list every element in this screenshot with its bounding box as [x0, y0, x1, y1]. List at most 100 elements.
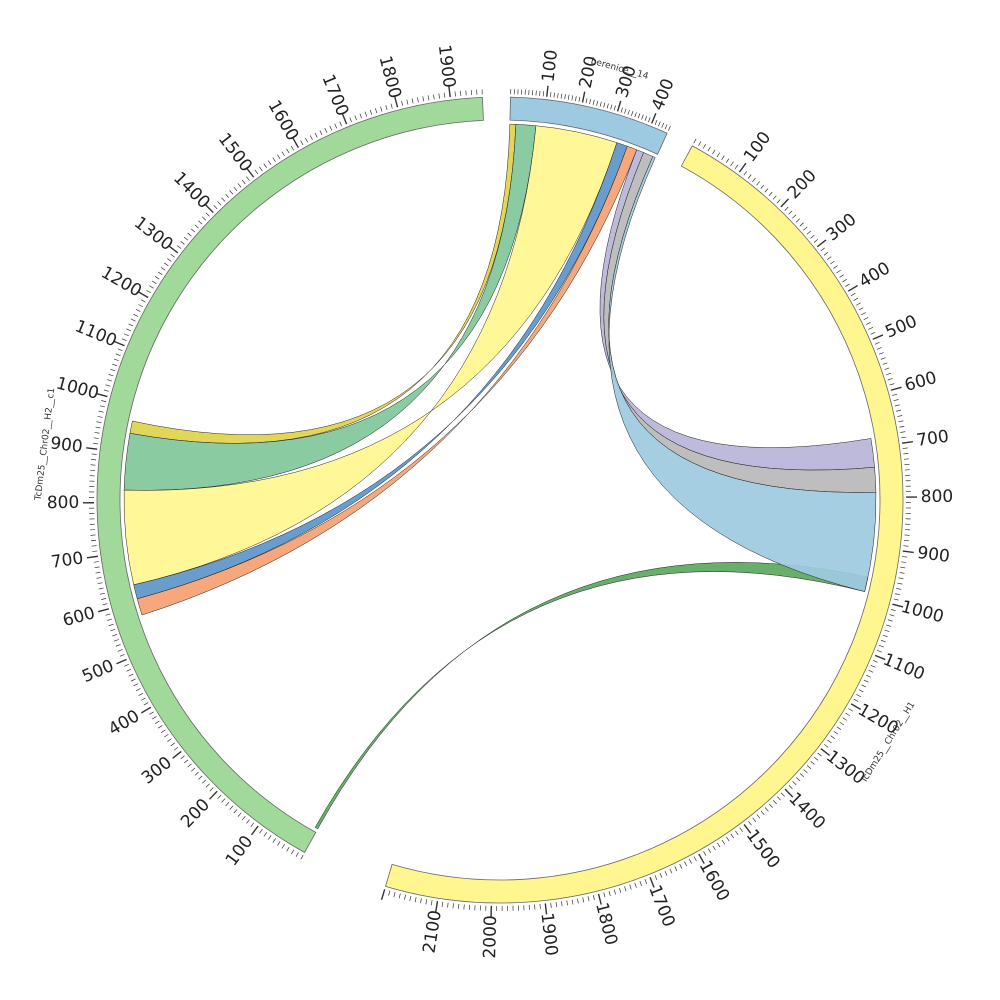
major-tick — [616, 100, 622, 112]
minor-tick — [858, 307, 864, 311]
minor-tick — [161, 729, 166, 733]
minor-tick — [422, 96, 425, 102]
minor-tick — [101, 598, 107, 600]
minor-tick — [300, 854, 304, 860]
minor-tick — [194, 224, 199, 229]
minor-tick — [661, 122, 665, 128]
major-tick — [141, 706, 152, 714]
minor-tick — [896, 588, 902, 590]
minor-tick — [277, 154, 281, 159]
tick-label: 700 — [50, 548, 85, 572]
minor-tick — [839, 721, 845, 726]
minor-tick — [233, 186, 238, 191]
tick-label: 1200 — [97, 263, 144, 302]
minor-tick — [703, 851, 707, 856]
minor-tick — [241, 815, 246, 821]
major-tick — [892, 603, 904, 608]
minor-tick — [221, 197, 226, 202]
minor-tick — [217, 201, 222, 206]
tick-label: 1700 — [644, 882, 679, 930]
minor-tick — [848, 708, 853, 712]
major-tick — [651, 112, 657, 124]
tick-label: 500 — [882, 311, 920, 342]
minor-tick — [564, 94, 566, 100]
major-tick — [850, 703, 861, 710]
tick-label: 1100 — [72, 316, 120, 351]
minor-tick — [112, 363, 117, 367]
minor-tick — [183, 759, 189, 764]
major-tick — [847, 284, 858, 292]
minor-tick — [324, 128, 328, 133]
minor-tick — [716, 152, 721, 158]
minor-tick — [853, 297, 859, 301]
minor-tick — [130, 318, 136, 322]
minor-tick — [707, 848, 712, 854]
minor-tick — [730, 161, 734, 167]
minor-tick — [286, 846, 290, 852]
minor-tick — [135, 308, 141, 312]
minor-tick — [314, 132, 318, 138]
minor-tick — [721, 839, 725, 845]
minor-tick — [91, 545, 97, 547]
minor-tick — [792, 781, 797, 786]
minor-tick — [882, 634, 888, 638]
minor-tick — [225, 802, 230, 807]
minor-tick — [870, 664, 876, 668]
minor-tick — [414, 897, 417, 903]
major-tick — [292, 137, 299, 148]
ribbon-1 — [314, 562, 869, 830]
minor-tick — [187, 232, 192, 237]
minor-tick — [613, 889, 616, 895]
minor-tick — [890, 609, 896, 612]
minor-tick — [582, 897, 585, 903]
minor-tick — [693, 138, 697, 144]
minor-tick — [272, 157, 276, 162]
tick-label: 500 — [79, 656, 117, 687]
minor-tick — [845, 283, 850, 287]
minor-tick — [164, 733, 169, 738]
tick-label: 1300 — [130, 213, 177, 255]
minor-tick — [901, 436, 907, 439]
segment-layer — [96, 96, 904, 904]
major-tick — [874, 654, 886, 661]
minor-tick — [845, 712, 851, 717]
minor-tick — [420, 898, 422, 904]
minor-tick — [577, 898, 579, 904]
minor-tick — [427, 95, 430, 101]
minor-tick — [149, 711, 154, 715]
minor-tick — [768, 803, 773, 808]
minor-tick — [130, 678, 136, 682]
minor-tick — [624, 108, 627, 114]
minor-tick — [237, 183, 242, 188]
minor-tick — [613, 105, 616, 111]
segment-h2 — [96, 96, 484, 854]
minor-tick — [110, 368, 116, 372]
minor-tick — [138, 692, 144, 696]
minor-tick — [281, 151, 285, 157]
tick-label: 300 — [138, 753, 176, 789]
minor-tick — [627, 109, 630, 115]
minor-tick — [634, 112, 637, 118]
major-tick — [738, 162, 747, 173]
tick-label: 2000 — [480, 915, 501, 959]
tick-label: 200 — [784, 166, 821, 203]
minor-tick — [760, 184, 765, 190]
minor-tick — [760, 810, 765, 816]
minor-tick — [792, 214, 797, 219]
minor-tick — [454, 91, 456, 97]
minor-tick — [688, 859, 692, 864]
minor-tick — [799, 222, 804, 227]
minor-tick — [658, 121, 661, 127]
tick-label: 900 — [49, 433, 84, 457]
minor-tick — [898, 577, 904, 580]
minor-tick — [291, 849, 295, 855]
minor-tick — [173, 746, 179, 751]
minor-tick — [887, 619, 893, 622]
major-tick — [902, 550, 914, 554]
minor-tick — [571, 95, 574, 101]
minor-tick — [106, 618, 112, 621]
major-tick — [698, 853, 705, 864]
minor-tick — [836, 726, 842, 730]
minor-tick — [375, 108, 378, 114]
